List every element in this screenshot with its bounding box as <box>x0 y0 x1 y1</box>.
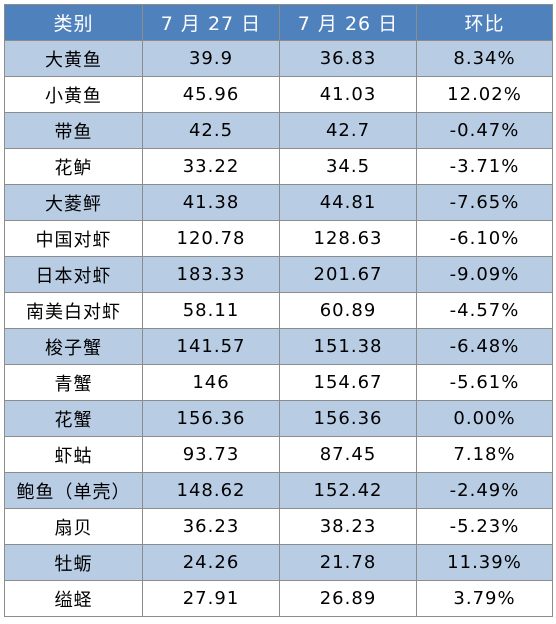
cell-july-26: 60.89 <box>279 292 417 329</box>
table-row: 梭子蟹 141.57 151.38 -6.48% <box>4 328 553 365</box>
cell-category: 花蟹 <box>4 400 143 437</box>
cell-change: 8.34% <box>416 40 553 77</box>
cell-july-26: 21.78 <box>279 544 417 581</box>
cell-change: -7.65% <box>416 184 553 221</box>
cell-category: 青蟹 <box>4 364 143 401</box>
cell-change: -3.71% <box>416 148 553 185</box>
table-row: 花鲈 33.22 34.5 -3.71% <box>4 148 553 185</box>
table-row: 大菱鲆 41.38 44.81 -7.65% <box>4 184 553 221</box>
cell-july-26: 156.36 <box>279 400 417 437</box>
table-row: 鲍鱼（单壳） 148.62 152.42 -2.49% <box>4 472 553 509</box>
cell-july-27: 41.38 <box>142 184 280 221</box>
cell-july-26: 128.63 <box>279 220 417 257</box>
table-row: 带鱼 42.5 42.7 -0.47% <box>4 112 553 149</box>
cell-july-27: 36.23 <box>142 508 280 545</box>
cell-change: 3.79% <box>416 580 553 617</box>
cell-july-27: 156.36 <box>142 400 280 437</box>
cell-july-27: 146 <box>142 364 280 401</box>
cell-july-26: 44.81 <box>279 184 417 221</box>
cell-july-27: 42.5 <box>142 112 280 149</box>
cell-july-26: 42.7 <box>279 112 417 149</box>
price-comparison-table: 类别 7 月 27 日 7 月 26 日 环比 大黄鱼 39.9 36.83 8.34… <box>4 4 553 617</box>
header-category: 类别 <box>4 4 143 41</box>
table-row: 牡蛎 24.26 21.78 11.39% <box>4 544 553 581</box>
cell-july-26: 36.83 <box>279 40 417 77</box>
cell-july-27: 141.57 <box>142 328 280 365</box>
cell-july-26: 154.67 <box>279 364 417 401</box>
cell-july-27: 33.22 <box>142 148 280 185</box>
cell-july-26: 34.5 <box>279 148 417 185</box>
cell-july-26: 201.67 <box>279 256 417 293</box>
cell-change: -5.23% <box>416 508 553 545</box>
header-july-27: 7 月 27 日 <box>142 4 280 41</box>
table-row: 扇贝 36.23 38.23 -5.23% <box>4 508 553 545</box>
cell-category: 大黄鱼 <box>4 40 143 77</box>
cell-change: 11.39% <box>416 544 553 581</box>
cell-change: -4.57% <box>416 292 553 329</box>
cell-category: 花鲈 <box>4 148 143 185</box>
cell-category: 小黄鱼 <box>4 76 143 113</box>
cell-change: -6.10% <box>416 220 553 257</box>
cell-category: 缢蛏 <box>4 580 143 617</box>
cell-july-27: 45.96 <box>142 76 280 113</box>
header-row: 类别 7 月 27 日 7 月 26 日 环比 <box>4 4 553 41</box>
cell-change: -2.49% <box>416 472 553 509</box>
cell-change: -5.61% <box>416 364 553 401</box>
cell-category: 梭子蟹 <box>4 328 143 365</box>
table-row: 小黄鱼 45.96 41.03 12.02% <box>4 76 553 113</box>
cell-category: 南美白对虾 <box>4 292 143 329</box>
table-body: 大黄鱼 39.9 36.83 8.34% 小黄鱼 45.96 41.03 12.02% 带鱼 42… <box>4 40 553 617</box>
cell-july-27: 93.73 <box>142 436 280 473</box>
cell-category: 日本对虾 <box>4 256 143 293</box>
cell-july-27: 120.78 <box>142 220 280 257</box>
table-row: 青蟹 146 154.67 -5.61% <box>4 364 553 401</box>
cell-change: 7.18% <box>416 436 553 473</box>
table-row: 缢蛏 27.91 26.89 3.79% <box>4 580 553 617</box>
cell-category: 扇贝 <box>4 508 143 545</box>
cell-july-27: 27.91 <box>142 580 280 617</box>
cell-july-26: 26.89 <box>279 580 417 617</box>
table-row: 日本对虾 183.33 201.67 -9.09% <box>4 256 553 293</box>
cell-change: 12.02% <box>416 76 553 113</box>
cell-category: 虾蛄 <box>4 436 143 473</box>
table-row: 南美白对虾 58.11 60.89 -4.57% <box>4 292 553 329</box>
table-row: 虾蛄 93.73 87.45 7.18% <box>4 436 553 473</box>
table-header: 类别 7 月 27 日 7 月 26 日 环比 <box>4 4 553 41</box>
table-row: 花蟹 156.36 156.36 0.00% <box>4 400 553 437</box>
cell-category: 大菱鲆 <box>4 184 143 221</box>
cell-july-27: 24.26 <box>142 544 280 581</box>
cell-change: -6.48% <box>416 328 553 365</box>
cell-july-26: 38.23 <box>279 508 417 545</box>
cell-change: 0.00% <box>416 400 553 437</box>
cell-july-27: 39.9 <box>142 40 280 77</box>
cell-july-27: 148.62 <box>142 472 280 509</box>
cell-category: 牡蛎 <box>4 544 143 581</box>
table-row: 大黄鱼 39.9 36.83 8.34% <box>4 40 553 77</box>
cell-july-27: 58.11 <box>142 292 280 329</box>
cell-category: 带鱼 <box>4 112 143 149</box>
cell-july-26: 41.03 <box>279 76 417 113</box>
cell-july-26: 151.38 <box>279 328 417 365</box>
cell-july-27: 183.33 <box>142 256 280 293</box>
header-july-26: 7 月 26 日 <box>279 4 417 41</box>
cell-change: -0.47% <box>416 112 553 149</box>
cell-category: 鲍鱼（单壳） <box>4 472 143 509</box>
cell-change: -9.09% <box>416 256 553 293</box>
table-row: 中国对虾 120.78 128.63 -6.10% <box>4 220 553 257</box>
cell-july-26: 152.42 <box>279 472 417 509</box>
cell-july-26: 87.45 <box>279 436 417 473</box>
header-change: 环比 <box>416 4 553 41</box>
cell-category: 中国对虾 <box>4 220 143 257</box>
